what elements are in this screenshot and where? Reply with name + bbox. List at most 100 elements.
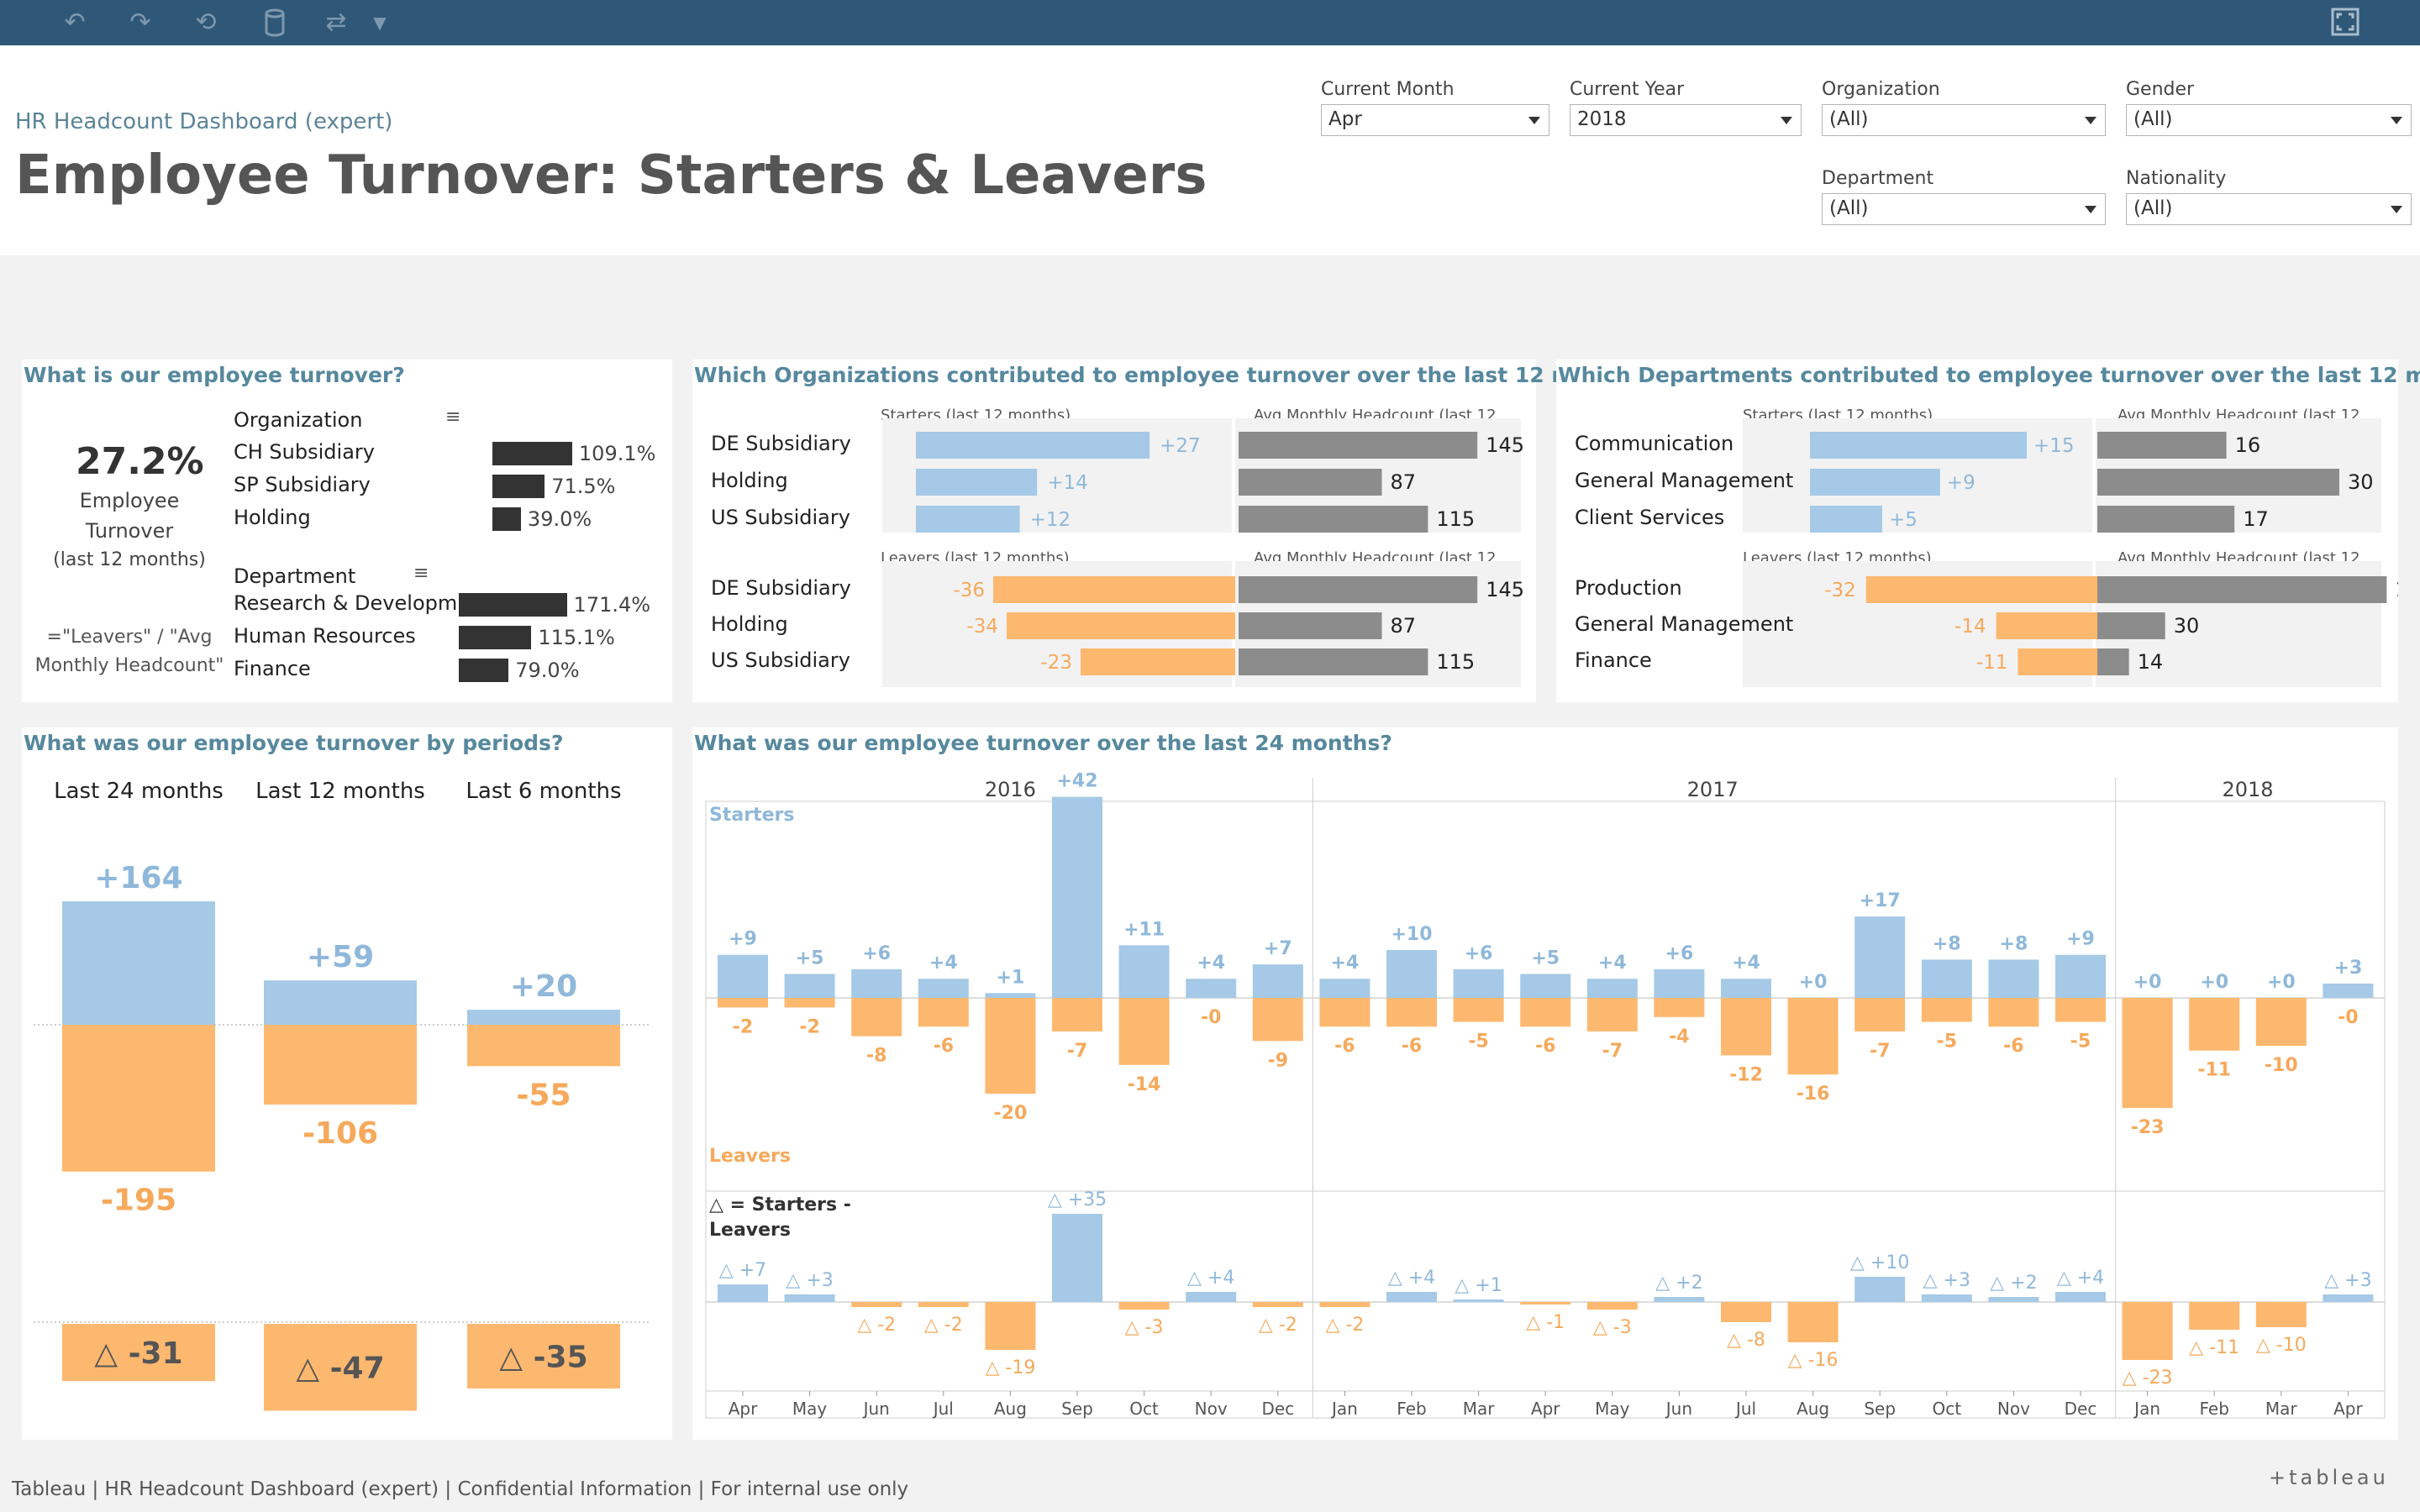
dept-row-bar[interactable] — [459, 659, 509, 682]
org-row-bar[interactable] — [492, 507, 521, 531]
starters-bar[interactable] — [1052, 796, 1102, 998]
leavers-bar[interactable] — [2122, 998, 2173, 1109]
leaver-bar[interactable] — [993, 576, 1235, 603]
org-row-bar[interactable] — [492, 442, 572, 465]
starters-bar[interactable] — [1921, 959, 1972, 998]
starters-bar[interactable] — [784, 974, 835, 999]
current-month-select[interactable]: Apr — [1321, 104, 1549, 136]
delta-bar[interactable] — [1921, 1294, 1972, 1302]
delta-bar[interactable] — [2122, 1302, 2173, 1360]
starters-bar[interactable] — [918, 979, 969, 998]
delta-bar[interactable] — [1186, 1292, 1237, 1302]
starters-bar[interactable] — [851, 969, 902, 998]
dept-row-bar[interactable] — [459, 593, 567, 617]
leavers-bar[interactable] — [1386, 998, 1437, 1027]
starters-bar[interactable] — [1118, 945, 1170, 998]
leavers-bar[interactable] — [1252, 998, 1303, 1042]
fullscreen-icon[interactable] — [2329, 7, 2361, 39]
starters-bar[interactable] — [2055, 954, 2106, 998]
starters-bar[interactable] — [1453, 969, 1504, 998]
org-row-bar[interactable] — [492, 475, 545, 498]
leaver-bar[interactable] — [2018, 648, 2097, 675]
delta-bar[interactable] — [1520, 1302, 1571, 1305]
headcount-bar[interactable] — [2097, 576, 2387, 603]
starter-bar[interactable] — [916, 432, 1150, 459]
leavers-bar[interactable] — [1118, 998, 1170, 1065]
delta-bar[interactable] — [1787, 1302, 1839, 1342]
leavers-bar[interactable] — [1586, 998, 1638, 1032]
revert-icon[interactable]: ⟲ — [195, 8, 217, 37]
sort-icon[interactable]: ≡ — [445, 407, 461, 428]
delta-bar[interactable] — [2189, 1302, 2240, 1330]
leavers-bar[interactable] — [1052, 998, 1102, 1032]
leavers-bar[interactable] — [985, 998, 1036, 1094]
leavers-bar[interactable] — [2255, 998, 2307, 1046]
undo-icon[interactable]: ↶ — [64, 8, 86, 37]
leavers-bar[interactable] — [1787, 998, 1839, 1075]
starter-bar[interactable] — [1810, 432, 2027, 459]
delta-bar[interactable] — [467, 1324, 620, 1389]
current-year-select[interactable]: 2018 — [1570, 104, 1802, 136]
leavers-bar[interactable] — [1319, 998, 1370, 1027]
starters-bar[interactable] — [1654, 969, 1705, 998]
delta-bar[interactable] — [62, 1324, 215, 1382]
starters-bar[interactable] — [985, 993, 1036, 998]
headcount-bar[interactable] — [2097, 469, 2339, 496]
starter-bar[interactable] — [1810, 506, 1882, 533]
delta-bar[interactable] — [784, 1294, 835, 1302]
leavers-bar[interactable] — [264, 1025, 417, 1105]
delta-bar[interactable] — [1052, 1214, 1102, 1302]
headcount-bar[interactable] — [1239, 506, 1428, 533]
starters-bar[interactable] — [1386, 950, 1437, 998]
starters-bar[interactable] — [467, 1010, 620, 1025]
delta-bar[interactable] — [264, 1324, 417, 1411]
refresh-icon[interactable]: ⇄ — [325, 8, 347, 37]
delta-bar[interactable] — [2255, 1302, 2307, 1327]
starters-bar[interactable] — [1854, 916, 1906, 998]
starters-bar[interactable] — [1186, 979, 1237, 998]
delta-bar[interactable] — [1854, 1277, 1906, 1302]
headcount-bar[interactable] — [1239, 432, 1478, 459]
leavers-bar[interactable] — [2055, 998, 2106, 1022]
leaver-bar[interactable] — [1996, 612, 2097, 639]
headcount-bar[interactable] — [1239, 648, 1428, 675]
delta-bar[interactable] — [1386, 1292, 1437, 1302]
dropdown-arrow-icon[interactable]: ▼ — [373, 13, 387, 33]
leavers-bar[interactable] — [784, 998, 835, 1008]
leavers-bar[interactable] — [918, 998, 969, 1027]
starters-bar[interactable] — [718, 954, 768, 998]
organization-select[interactable]: (All) — [1822, 104, 2106, 136]
headcount-bar[interactable] — [1239, 612, 1382, 639]
delta-bar[interactable] — [1453, 1299, 1504, 1302]
leavers-bar[interactable] — [1453, 998, 1504, 1022]
gender-select[interactable]: (All) — [2126, 104, 2412, 136]
headcount-bar[interactable] — [2097, 612, 2165, 639]
delta-bar[interactable] — [718, 1284, 768, 1302]
delta-bar[interactable] — [1319, 1302, 1370, 1307]
delta-bar[interactable] — [1721, 1302, 1771, 1322]
department-select[interactable]: (All) — [1822, 193, 2106, 225]
delta-bar[interactable] — [1988, 1297, 2039, 1302]
starter-bar[interactable] — [916, 469, 1038, 496]
data-source-icon[interactable] — [259, 7, 291, 39]
starters-bar[interactable] — [1319, 979, 1370, 998]
headcount-bar[interactable] — [1239, 469, 1382, 496]
starter-bar[interactable] — [1810, 469, 1940, 496]
delta-bar[interactable] — [1118, 1302, 1170, 1310]
dept-row-bar[interactable] — [459, 626, 532, 649]
delta-bar[interactable] — [918, 1302, 969, 1307]
leavers-bar[interactable] — [62, 1025, 215, 1172]
leavers-bar[interactable] — [1654, 998, 1705, 1017]
leaver-bar[interactable] — [1081, 648, 1235, 675]
leavers-bar[interactable] — [467, 1025, 620, 1067]
headcount-bar[interactable] — [1239, 576, 1478, 603]
headcount-bar[interactable] — [2097, 432, 2227, 459]
leavers-bar[interactable] — [1721, 998, 1771, 1056]
sort-icon[interactable]: ≡ — [413, 563, 429, 584]
starters-bar[interactable] — [1988, 959, 2039, 998]
starters-bar[interactable] — [1721, 979, 1771, 998]
leavers-bar[interactable] — [1988, 998, 2039, 1027]
starter-bar[interactable] — [916, 506, 1020, 533]
nationality-select[interactable]: (All) — [2126, 193, 2412, 225]
starters-bar[interactable] — [1586, 979, 1638, 998]
